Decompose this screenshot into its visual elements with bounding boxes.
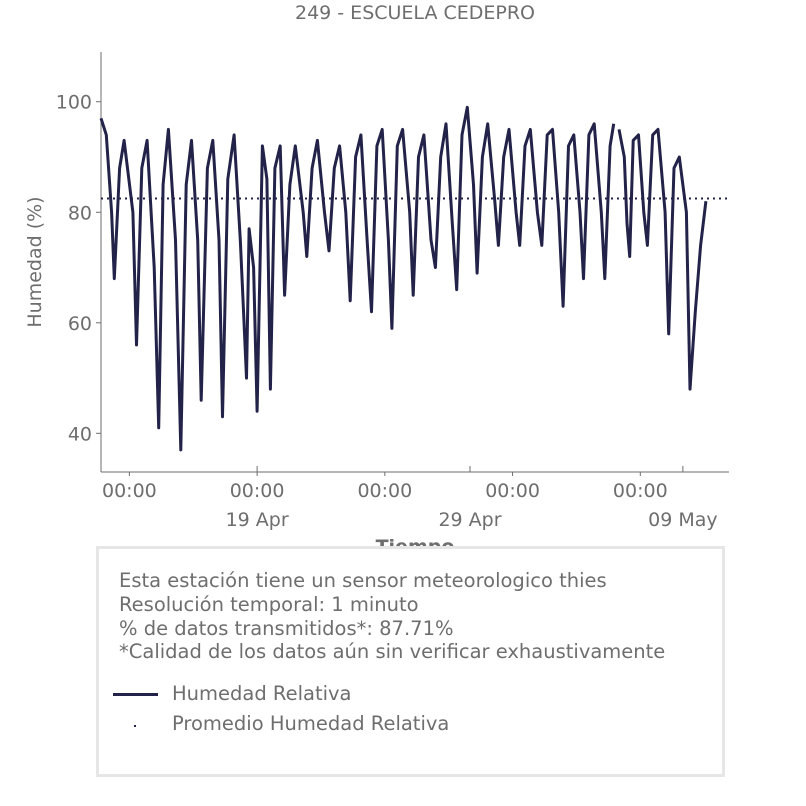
chart-title: 249 - ESCUELA CEDEPRO — [294, 2, 536, 24]
humedad-line-segment — [99, 105, 616, 452]
y-tick-label: 80 — [68, 202, 92, 224]
y-tick-label: 40 — [68, 423, 92, 445]
x-major-tick-label: 19 Apr — [226, 509, 289, 531]
x-major-tick-label: 29 Apr — [438, 509, 501, 531]
legend-label: Promedio Humedad Relativa — [172, 712, 450, 735]
quality-note-text: *Calidad de los datos aún sin verificar … — [119, 640, 666, 663]
station-info-text: Esta estación tiene un sensor meteorolog… — [119, 569, 607, 592]
x-minor-tick-label: 00:00 — [102, 480, 157, 502]
resolution-text: Resolución temporal: 1 minuto — [119, 593, 419, 616]
y-tick-label: 100 — [56, 92, 92, 114]
info-legend-box: Esta estación tiene un sensor meteorolog… — [96, 546, 725, 777]
x-minor-tick-label: 00:00 — [613, 480, 668, 502]
x-major-tick-label: 09 May — [648, 509, 718, 531]
data-transmitted-text: % de datos transmitidos*: 87.71% — [119, 617, 454, 640]
dot-swatch-icon — [134, 725, 136, 727]
y-axis-label: Humedad (%) — [24, 196, 46, 327]
solid-line-swatch-icon — [113, 693, 158, 696]
humedad-line-segment — [617, 127, 708, 391]
plot-series — [99, 105, 729, 452]
x-minor-tick-label: 00:00 — [230, 480, 285, 502]
x-minor-tick-label: 00:00 — [357, 480, 412, 502]
legend-label: Humedad Relativa — [172, 682, 352, 705]
axes: 40 60 80 100 00:00 00:00 00:00 00:00 00:00 19 Apr… — [56, 52, 729, 531]
x-minor-tick-label: 00:00 — [485, 480, 540, 502]
y-tick-label: 60 — [68, 313, 92, 335]
